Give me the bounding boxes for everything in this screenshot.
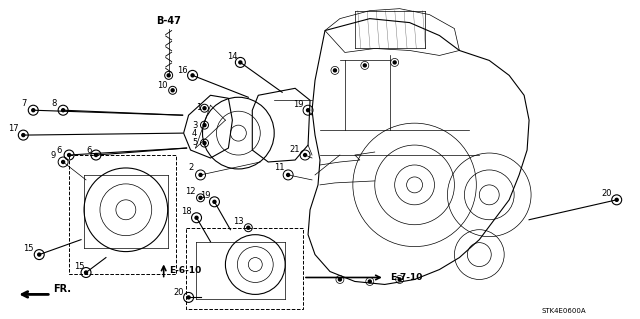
Circle shape bbox=[303, 153, 307, 157]
Text: STK4E0600A: STK4E0600A bbox=[541, 308, 586, 314]
Circle shape bbox=[95, 153, 97, 157]
Text: E-7-10: E-7-10 bbox=[390, 273, 422, 282]
Circle shape bbox=[171, 89, 174, 92]
Circle shape bbox=[191, 74, 194, 77]
Text: 21: 21 bbox=[290, 145, 300, 153]
Circle shape bbox=[203, 107, 206, 110]
Text: E-6-10: E-6-10 bbox=[170, 266, 202, 275]
Text: 6: 6 bbox=[56, 145, 62, 154]
Text: 20: 20 bbox=[602, 189, 612, 198]
Text: 19: 19 bbox=[200, 191, 211, 200]
Text: 15: 15 bbox=[23, 244, 33, 253]
Text: 18: 18 bbox=[181, 207, 192, 216]
Circle shape bbox=[615, 198, 618, 201]
Bar bbox=[186, 228, 303, 309]
Text: 5: 5 bbox=[192, 137, 197, 146]
Circle shape bbox=[167, 74, 170, 77]
Text: 19: 19 bbox=[293, 100, 303, 109]
Circle shape bbox=[364, 64, 366, 67]
Text: B-47: B-47 bbox=[156, 16, 181, 26]
Circle shape bbox=[187, 296, 190, 299]
Circle shape bbox=[195, 216, 198, 219]
Circle shape bbox=[339, 278, 341, 281]
Circle shape bbox=[38, 253, 41, 256]
Text: 2: 2 bbox=[188, 163, 193, 173]
Circle shape bbox=[333, 69, 337, 72]
Text: 11: 11 bbox=[274, 163, 284, 173]
Text: 8: 8 bbox=[51, 99, 57, 108]
Circle shape bbox=[213, 200, 216, 203]
Text: 12: 12 bbox=[186, 187, 196, 197]
Text: 3: 3 bbox=[192, 121, 197, 130]
Text: FR.: FR. bbox=[53, 285, 71, 294]
Circle shape bbox=[393, 61, 396, 64]
Circle shape bbox=[199, 196, 202, 199]
Text: 13: 13 bbox=[233, 217, 244, 226]
Text: 20: 20 bbox=[173, 288, 184, 297]
Text: 1: 1 bbox=[196, 103, 201, 112]
Circle shape bbox=[287, 174, 290, 176]
Circle shape bbox=[199, 174, 202, 176]
Text: 9: 9 bbox=[51, 151, 56, 160]
Circle shape bbox=[398, 278, 401, 281]
Circle shape bbox=[22, 134, 25, 137]
Circle shape bbox=[61, 109, 65, 112]
Circle shape bbox=[203, 124, 206, 127]
Text: 14: 14 bbox=[227, 52, 237, 61]
Text: 15: 15 bbox=[74, 262, 84, 271]
Circle shape bbox=[239, 61, 242, 64]
Text: 4: 4 bbox=[192, 129, 197, 137]
Text: 10: 10 bbox=[157, 81, 168, 90]
Circle shape bbox=[203, 142, 206, 145]
Text: 7: 7 bbox=[22, 99, 27, 108]
Text: 16: 16 bbox=[177, 66, 188, 75]
Circle shape bbox=[307, 109, 310, 112]
Circle shape bbox=[32, 109, 35, 112]
Circle shape bbox=[61, 160, 65, 163]
Text: 17: 17 bbox=[8, 124, 19, 133]
Bar bbox=[69, 155, 175, 274]
Circle shape bbox=[84, 271, 88, 274]
Circle shape bbox=[68, 153, 70, 157]
Circle shape bbox=[247, 226, 250, 229]
Text: 6: 6 bbox=[86, 145, 92, 154]
Circle shape bbox=[368, 280, 371, 283]
